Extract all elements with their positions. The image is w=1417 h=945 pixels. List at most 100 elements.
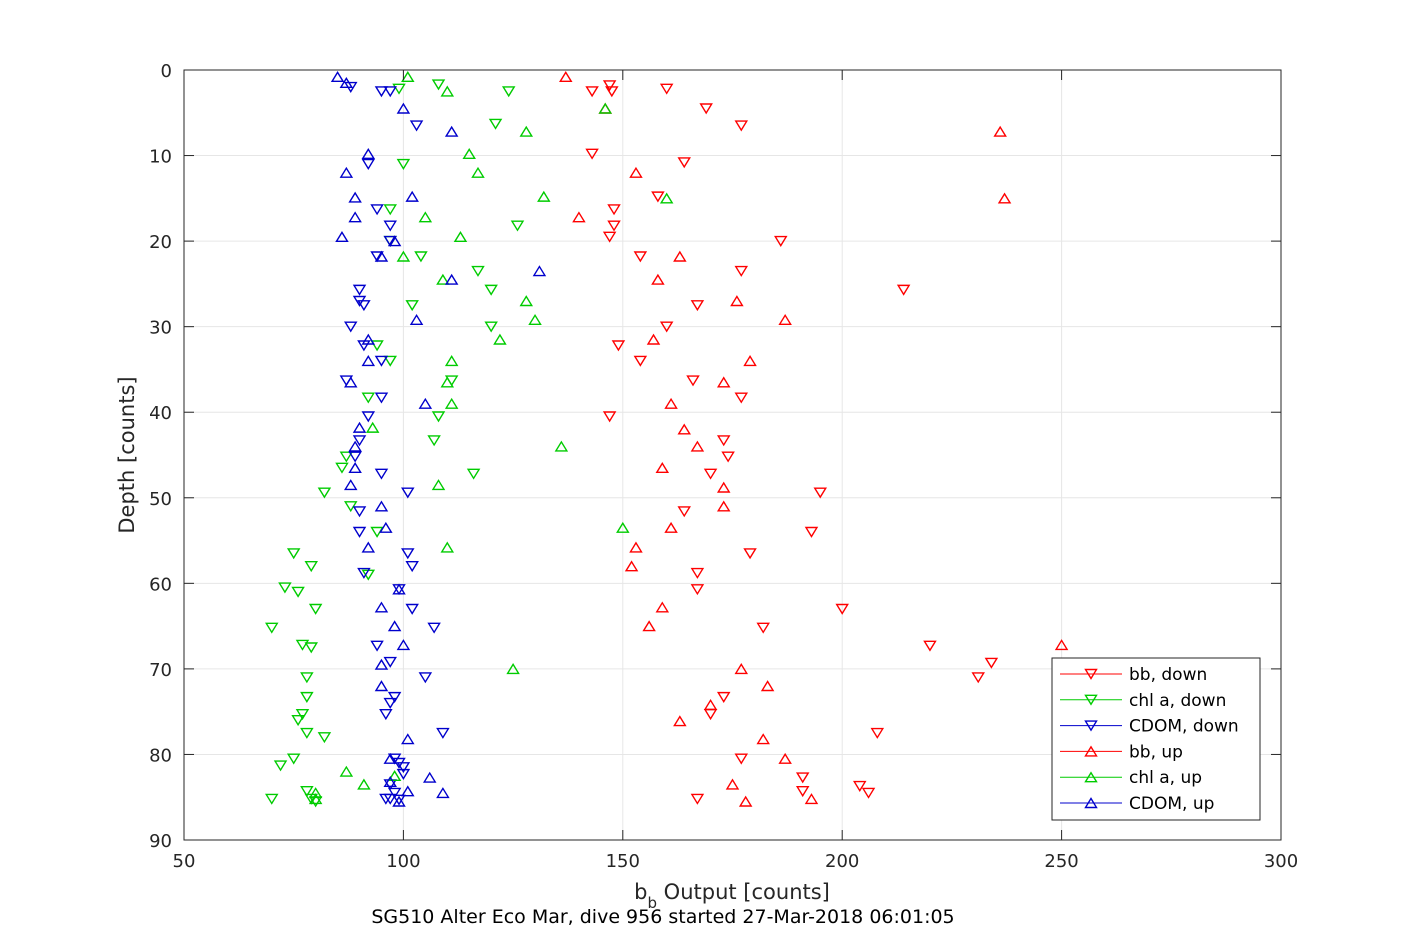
data-point (348, 461, 362, 474)
data-point (734, 753, 749, 765)
data-point (611, 340, 626, 352)
series-0 (585, 80, 999, 805)
y-tick-label: 60 (149, 574, 172, 595)
data-point (738, 795, 753, 807)
data-point (361, 158, 376, 170)
data-point (295, 709, 310, 721)
data-point (348, 211, 362, 223)
data-point (484, 284, 498, 296)
data-point (357, 778, 371, 790)
data-point (379, 521, 393, 533)
data-point (379, 709, 393, 721)
data-point (493, 333, 507, 345)
y-tick-label: 50 (149, 489, 172, 510)
data-point (431, 411, 446, 423)
data-point (444, 273, 459, 285)
data-point (488, 118, 503, 130)
data-point (304, 561, 319, 573)
data-point (374, 250, 389, 262)
data-point (444, 355, 459, 367)
data-point (374, 355, 389, 367)
data-point (370, 340, 384, 352)
data-point (352, 435, 367, 447)
x-tick-label: 250 (1044, 851, 1078, 872)
data-point (361, 148, 376, 160)
data-point (519, 295, 534, 307)
data-point (348, 451, 362, 463)
data-point (462, 148, 476, 160)
data-point (436, 727, 450, 739)
data-point (607, 220, 621, 232)
data-point (559, 71, 573, 83)
data-point (357, 300, 371, 312)
data-point (383, 697, 397, 709)
data-point (734, 265, 749, 277)
x-tick-label: 100 (386, 851, 420, 872)
legend-box (1051, 657, 1261, 821)
data-point (405, 603, 419, 615)
data-point (317, 487, 332, 499)
data-point (409, 120, 424, 132)
data-point (383, 220, 397, 232)
data-point (383, 775, 397, 788)
data-point (778, 313, 792, 326)
data-point (673, 715, 687, 727)
data-point (339, 765, 354, 777)
data-point (703, 468, 718, 480)
x-axis-label-subscript: b (647, 894, 657, 912)
data-point (387, 787, 402, 799)
data-point (633, 355, 648, 367)
data-point (401, 71, 415, 83)
data-point (396, 768, 411, 780)
data-point (396, 639, 411, 651)
data-point (673, 250, 687, 262)
data-point (427, 435, 441, 447)
data-point (651, 191, 665, 203)
data-point (396, 762, 411, 774)
data-point (383, 793, 397, 805)
data-point (278, 582, 292, 594)
data-point (343, 376, 358, 388)
data-point (374, 392, 389, 404)
data-point (387, 769, 402, 782)
data-point (339, 451, 354, 463)
data-point (396, 102, 411, 114)
data-point (370, 204, 384, 216)
y-tick-label: 70 (149, 660, 172, 681)
data-point (633, 251, 648, 263)
data-point (664, 397, 678, 409)
data-point (629, 166, 643, 178)
tick-labels: 50 100 150 200 250 300 0 10 20 30 40 50 60 70 80 90 (149, 61, 1298, 872)
data-point (598, 102, 612, 114)
data-point (343, 479, 358, 491)
data-point (554, 440, 569, 452)
y-axis-label: Depth [counts] (115, 376, 139, 533)
data-point (387, 691, 402, 703)
legend-marker (1084, 771, 1098, 783)
data-point (677, 157, 691, 169)
data-point (308, 787, 323, 799)
data-point (330, 71, 345, 83)
data-point (374, 658, 389, 670)
data-point (295, 639, 310, 651)
x-tick-label: 300 (1264, 851, 1298, 872)
data-point (537, 190, 551, 202)
data-point (392, 583, 406, 595)
legend: bb, down chl a, down CDOM, down bb, up chl a… (1051, 657, 1261, 821)
data-point (532, 265, 547, 277)
data-point (286, 548, 301, 560)
data-point (677, 423, 691, 435)
data-point (655, 601, 670, 613)
data-point (265, 622, 279, 634)
legend-marker (1084, 720, 1098, 732)
data-point (642, 620, 656, 632)
data-point (519, 125, 534, 137)
data-point (374, 468, 389, 480)
data-point (896, 284, 911, 296)
data-point (870, 727, 885, 739)
data-point (760, 680, 775, 692)
data-point (405, 561, 419, 573)
plot-frame (183, 69, 1282, 841)
y-tick-label: 20 (149, 232, 172, 253)
data-point (401, 785, 415, 797)
